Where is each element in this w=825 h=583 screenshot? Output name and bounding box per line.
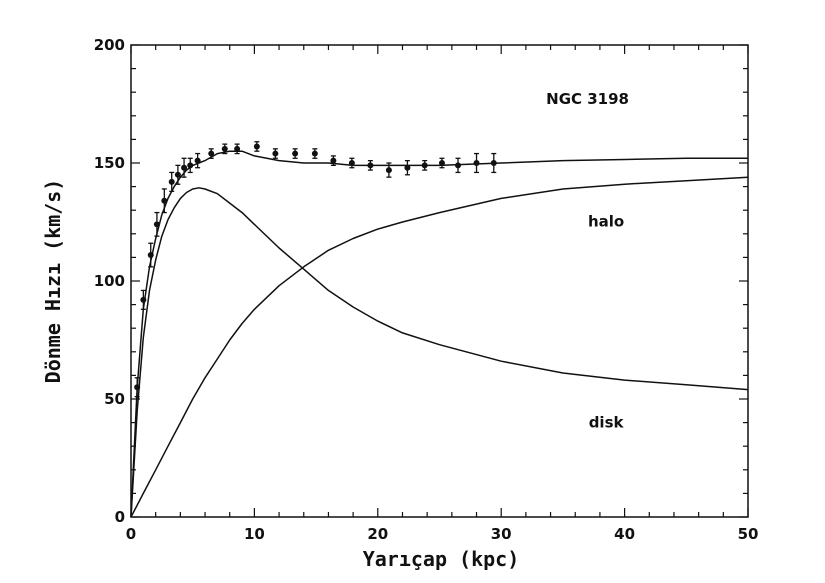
data-marker (187, 162, 194, 169)
data-marker (134, 384, 141, 391)
y-tick-label: 0 (115, 508, 125, 526)
data-marker (311, 150, 318, 157)
data-marker (421, 162, 428, 169)
data-marker (140, 296, 147, 303)
data-point (385, 162, 392, 178)
data-marker (153, 221, 160, 228)
data-marker (174, 171, 181, 178)
x-tick-label: 50 (738, 525, 759, 543)
data-point (367, 159, 374, 171)
data-point (490, 152, 497, 174)
data-point (134, 377, 141, 398)
data-marker (181, 164, 188, 171)
data-marker (455, 162, 462, 169)
y-tick-label: 150 (94, 154, 125, 172)
data-point (168, 171, 175, 192)
data-point (348, 157, 355, 169)
x-tick-labels: 0 10 20 30 40 50 (126, 525, 759, 543)
curve-disk (130, 187, 749, 518)
data-point (272, 148, 279, 159)
annotation-ngc-3198: NGC 3198 (546, 90, 629, 108)
x-tick-label: 0 (126, 525, 136, 543)
data-point (140, 289, 147, 310)
data-marker (168, 178, 175, 185)
y-tick-label: 100 (94, 272, 125, 290)
data-marker (438, 160, 445, 166)
data-point (421, 159, 428, 171)
data-marker (348, 160, 355, 166)
data-point (194, 152, 201, 169)
y-tick-label: 50 (104, 390, 125, 408)
annotation-halo: halo (588, 213, 624, 231)
data-point (221, 143, 228, 155)
data-marker (292, 150, 299, 157)
data-point (181, 157, 188, 178)
data-marker (367, 162, 374, 169)
data-point (311, 148, 318, 159)
data-point (161, 188, 168, 214)
y-axis-title: Dönme Hızı (km/s) (41, 179, 65, 384)
x-axis-title: Yarıçap (kpc) (363, 547, 520, 571)
data-point (153, 211, 160, 237)
y-tick-labels: 0 50 100 150 200 (94, 36, 125, 526)
x-tick-label: 20 (367, 525, 388, 543)
data-point (253, 141, 260, 152)
data-marker (234, 145, 241, 152)
data-point (174, 164, 181, 185)
data-marker (161, 197, 168, 204)
data-point (438, 157, 445, 169)
data-marker (473, 160, 480, 166)
data-marker (253, 143, 260, 150)
data-point (473, 152, 480, 174)
model-curves (130, 150, 749, 518)
data-point (292, 148, 299, 159)
x-tick-label: 40 (614, 525, 635, 543)
data-marker (404, 164, 411, 171)
data-point (330, 155, 337, 167)
data-point (404, 159, 411, 176)
curve-halo (130, 176, 749, 518)
x-tick-label: 30 (491, 525, 512, 543)
data-marker (385, 167, 392, 174)
data-marker (194, 157, 201, 164)
y-tick-label: 200 (94, 36, 125, 54)
annotation-disk: disk (589, 413, 625, 431)
data-point (234, 143, 241, 155)
data-marker (272, 150, 279, 157)
data-marker (330, 157, 337, 164)
data-point (187, 157, 194, 174)
observed-points (134, 141, 497, 398)
annotations: NGC 3198 halo disk (546, 90, 629, 431)
data-point (147, 242, 154, 268)
data-point (455, 157, 462, 174)
data-marker (208, 150, 215, 157)
data-marker (147, 252, 154, 259)
x-tick-label: 10 (244, 525, 265, 543)
data-marker (221, 145, 228, 152)
plot-frame (130, 44, 749, 518)
curve-total (130, 150, 748, 518)
data-point (208, 148, 215, 159)
axis-ticks (130, 44, 749, 518)
data-marker (490, 160, 497, 166)
